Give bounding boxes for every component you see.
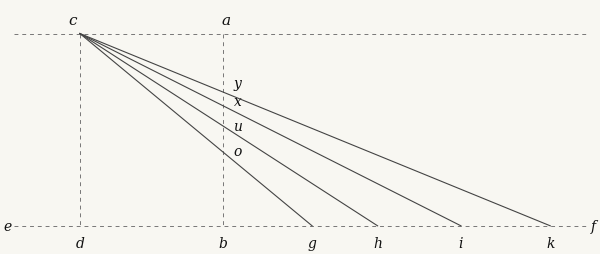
Text: u: u [233, 119, 242, 133]
Text: b: b [218, 236, 227, 250]
Text: f: f [591, 219, 596, 233]
Text: g: g [308, 236, 317, 250]
Text: o: o [233, 144, 242, 158]
Text: i: i [459, 236, 463, 250]
Text: a: a [221, 14, 230, 28]
Text: x: x [233, 94, 241, 108]
Text: c: c [68, 14, 76, 28]
Text: e: e [3, 219, 11, 233]
Text: h: h [373, 236, 382, 250]
Text: k: k [546, 236, 554, 250]
Text: y: y [233, 77, 241, 91]
Text: d: d [76, 236, 85, 250]
